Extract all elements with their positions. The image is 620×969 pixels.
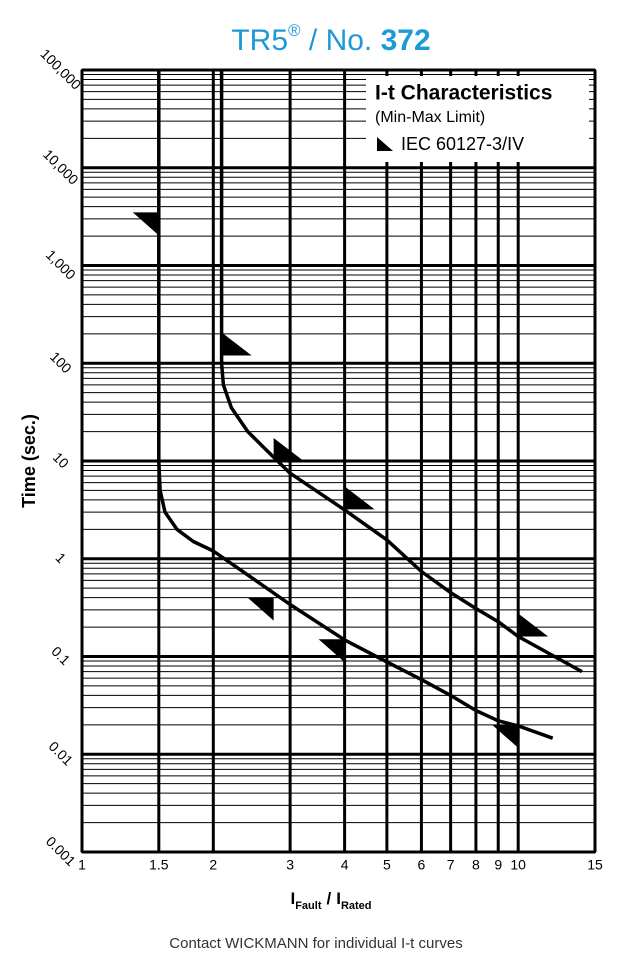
legend-marker bbox=[377, 137, 393, 151]
limit-marker bbox=[518, 613, 549, 637]
x-tick-label: 2 bbox=[209, 857, 217, 873]
y-tick-label: 10,000 bbox=[40, 146, 82, 188]
limit-marker bbox=[221, 332, 252, 356]
y-tick-label: 1,000 bbox=[43, 247, 79, 283]
x-tick-label: 8 bbox=[472, 857, 480, 873]
limit-marker bbox=[247, 597, 274, 621]
y-tick-label: 100 bbox=[47, 348, 75, 376]
x-tick-label: 15 bbox=[587, 857, 603, 873]
x-label-symbol: I bbox=[290, 889, 295, 908]
limit-marker bbox=[273, 438, 304, 461]
y-axis-label: Time (sec.) bbox=[19, 414, 39, 508]
footer: Contact WICKMANN for individual I-t curv… bbox=[169, 935, 462, 952]
x-tick-label: 1.5 bbox=[149, 857, 169, 873]
curve bbox=[219, 70, 583, 674]
limit-marker bbox=[318, 639, 345, 663]
title-mark: ® bbox=[288, 21, 301, 40]
x-tick-label: 1 bbox=[78, 857, 86, 873]
x-tick-label: 3 bbox=[286, 857, 294, 873]
x-axis-label: IFault / IRated bbox=[290, 889, 371, 911]
y-tick-label: 1 bbox=[53, 549, 70, 566]
limit-marker bbox=[344, 486, 375, 510]
x-tick-label: 5 bbox=[383, 857, 391, 873]
title-product: TR5 bbox=[231, 24, 288, 57]
legend-title: I-t Characteristics bbox=[375, 82, 552, 105]
limit-marker bbox=[492, 724, 519, 748]
plot-frame bbox=[81, 69, 596, 853]
curve bbox=[157, 70, 554, 740]
x-label-sub: Rated bbox=[341, 900, 372, 912]
x-tick-label: 10 bbox=[510, 857, 526, 873]
legend-box bbox=[366, 76, 589, 162]
x-tick-label: 9 bbox=[494, 857, 502, 873]
title-number: 372 bbox=[381, 24, 431, 57]
y-tick-label: 10 bbox=[50, 449, 72, 471]
x-tick-label: 4 bbox=[341, 857, 349, 873]
legend-label: IEC 60127-3/IV bbox=[401, 134, 524, 154]
curves bbox=[132, 70, 583, 748]
y-tick-label: 0.1 bbox=[48, 643, 73, 668]
y-tick-label: 0.001 bbox=[43, 833, 79, 869]
y-tick-label: 100,000 bbox=[37, 46, 84, 93]
title-sep: / No. bbox=[301, 24, 381, 57]
x-tick-label: 7 bbox=[447, 857, 455, 873]
legend-subtitle: (Min-Max Limit) bbox=[375, 109, 485, 126]
x-tick-label: 6 bbox=[418, 857, 426, 873]
y-tick-label: 0.01 bbox=[46, 738, 77, 769]
x-label-sep: / bbox=[326, 889, 331, 908]
x-label-symbol: I bbox=[336, 889, 341, 908]
x-label-sub: Fault bbox=[295, 900, 322, 912]
limit-marker bbox=[132, 212, 159, 236]
chart-title: TR5® / No. 372 bbox=[231, 21, 430, 56]
